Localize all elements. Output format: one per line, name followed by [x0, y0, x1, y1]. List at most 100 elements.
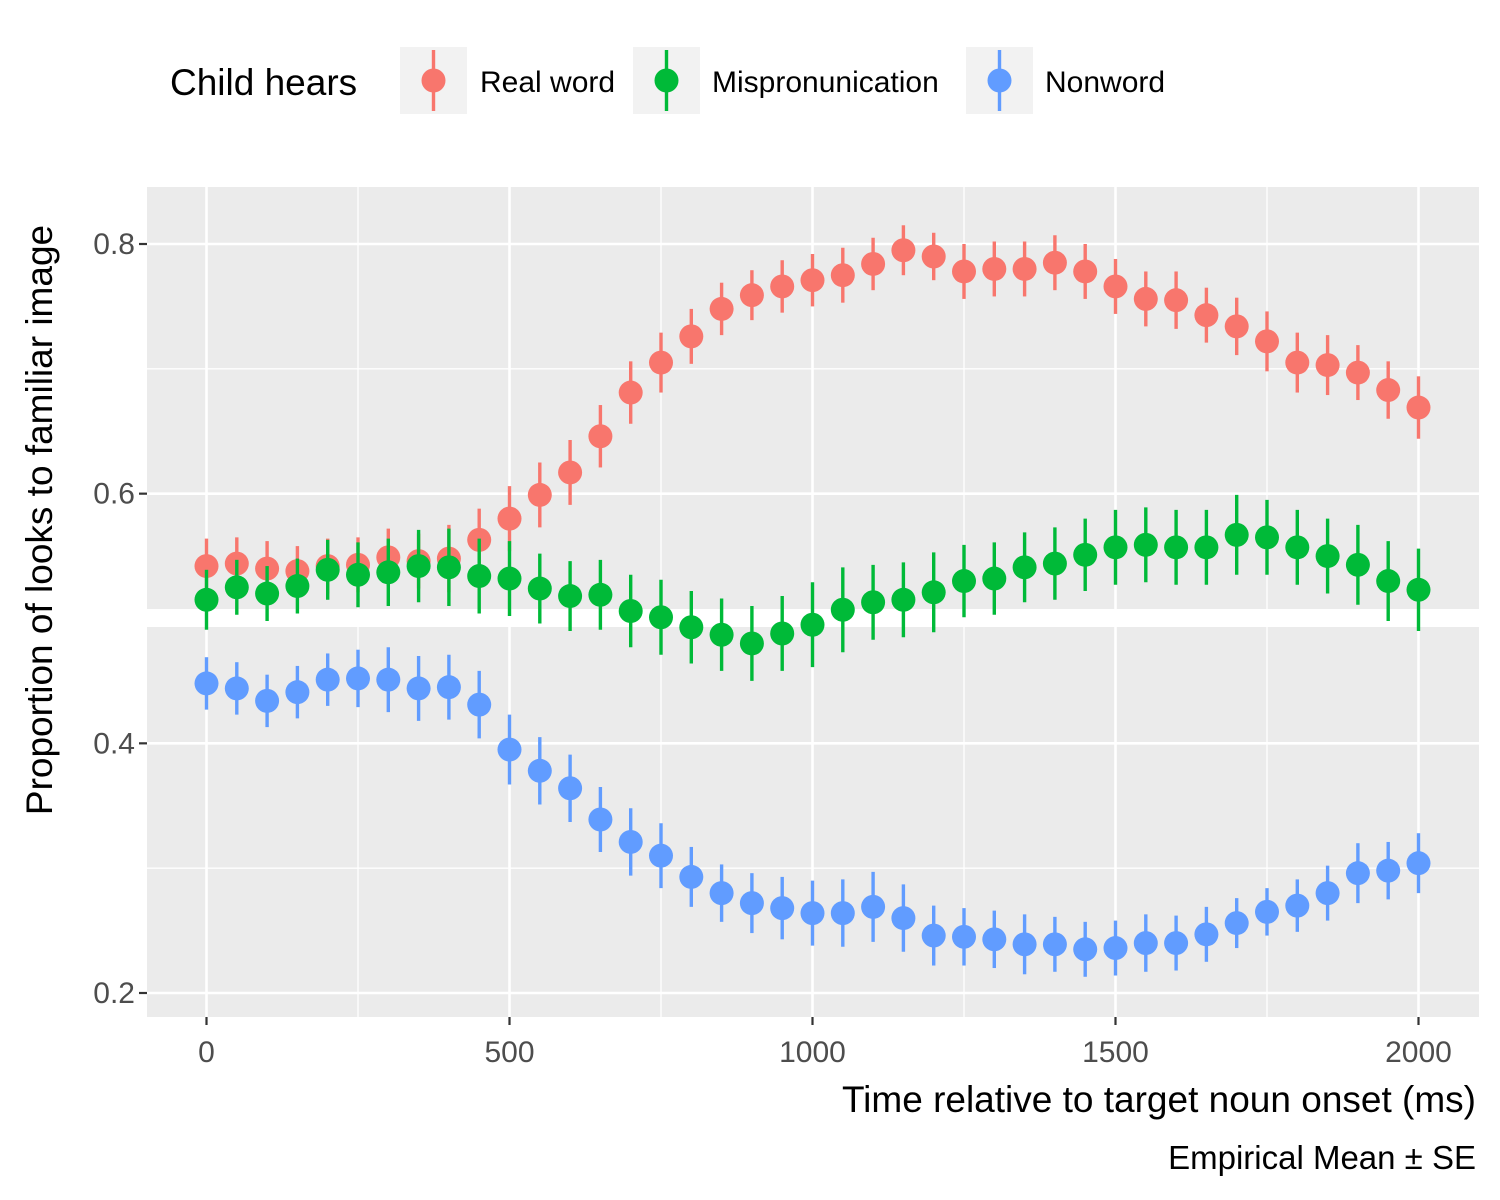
- data-point: [679, 615, 704, 640]
- legend-label: Mispronunication: [712, 66, 939, 99]
- data-point: [588, 424, 613, 449]
- data-point: [406, 676, 431, 701]
- data-point: [376, 667, 401, 692]
- data-point: [436, 555, 461, 580]
- data-point: [1042, 932, 1067, 957]
- data-point: [1315, 353, 1340, 378]
- data-point: [1042, 551, 1067, 576]
- data-point: [1194, 303, 1219, 328]
- series-nonword: [194, 647, 1431, 977]
- data-point: [497, 506, 522, 531]
- legend-title: Child hears: [170, 62, 357, 103]
- data-point: [891, 587, 916, 612]
- y-tick-label: 0.8: [93, 228, 135, 261]
- data-point: [285, 680, 310, 705]
- data-point: [739, 891, 764, 916]
- data-point: [588, 807, 613, 832]
- data-point: [982, 927, 1007, 952]
- data-point: [982, 566, 1007, 591]
- data-point: [1255, 525, 1279, 550]
- data-point: [649, 605, 673, 630]
- data-point: [649, 350, 673, 375]
- data-point: [800, 901, 825, 926]
- data-point: [1255, 899, 1279, 924]
- data-point: [1133, 286, 1158, 311]
- data-point: [618, 380, 643, 405]
- data-point: [921, 244, 946, 269]
- data-point: [770, 621, 795, 646]
- data-point: [194, 587, 219, 612]
- data-point: [739, 283, 764, 308]
- x-tick-label: 2000: [1385, 1036, 1452, 1069]
- data-point: [1103, 936, 1128, 961]
- x-tick-label: 1500: [1082, 1036, 1149, 1069]
- legend-label: Nonword: [1045, 66, 1165, 99]
- data-point: [1194, 922, 1219, 947]
- data-point: [497, 566, 522, 591]
- data-point: [285, 574, 310, 599]
- data-point: [497, 737, 522, 762]
- data-point: [952, 924, 976, 949]
- data-point: [1285, 893, 1310, 918]
- series-layer: [194, 225, 1431, 977]
- data-point: [1345, 861, 1370, 886]
- data-point: [770, 274, 795, 299]
- axis-layer: 0 500 1000 1500 2000 0.2 0.4 0.6 0.8: [93, 228, 1452, 1069]
- data-point: [891, 906, 916, 931]
- data-point: [1073, 542, 1098, 567]
- data-point: [1376, 858, 1401, 883]
- data-point: [1376, 378, 1401, 403]
- data-point: [1133, 532, 1158, 557]
- x-tick-label: 1000: [779, 1036, 846, 1069]
- data-point: [255, 688, 280, 713]
- data-point: [1315, 881, 1340, 906]
- data-point: [1164, 288, 1189, 313]
- data-point: [224, 676, 249, 701]
- data-point: [1012, 555, 1037, 580]
- data-point: [346, 562, 370, 587]
- y-tick-label: 0.4: [93, 727, 135, 760]
- data-point: [1012, 256, 1037, 281]
- legend: Child hears Real word Mispronunication Non…: [170, 47, 1165, 114]
- data-point: [1376, 569, 1401, 594]
- data-point: [679, 324, 704, 349]
- data-point: [1255, 329, 1279, 354]
- legend-key-point: [421, 68, 446, 93]
- data-point: [588, 582, 613, 607]
- data-point: [315, 557, 340, 582]
- data-point: [1042, 250, 1067, 275]
- data-point: [376, 560, 401, 585]
- data-point: [1073, 937, 1098, 962]
- data-point: [830, 597, 855, 622]
- y-tick-label: 0.2: [93, 977, 135, 1010]
- data-point: [527, 576, 552, 601]
- data-point: [618, 829, 643, 854]
- data-point: [709, 296, 734, 321]
- series-mispronunication: [194, 494, 1431, 681]
- y-axis-label: Proportion of looks to familiar image: [19, 225, 60, 815]
- data-point: [1194, 535, 1219, 560]
- data-point: [800, 268, 825, 293]
- data-point: [800, 612, 825, 637]
- data-point: [1406, 577, 1431, 602]
- data-point: [1345, 552, 1370, 577]
- data-point: [527, 758, 552, 783]
- legend-key-point: [654, 68, 679, 93]
- data-point: [467, 692, 492, 717]
- data-point: [1164, 931, 1189, 956]
- data-point: [346, 666, 370, 691]
- data-point: [558, 776, 583, 801]
- x-tick-label: 500: [484, 1036, 534, 1069]
- data-point: [952, 259, 976, 284]
- data-point: [1073, 259, 1098, 284]
- data-point: [224, 575, 249, 600]
- data-point: [1103, 274, 1128, 299]
- data-point: [709, 622, 734, 647]
- data-point: [255, 581, 280, 606]
- data-point: [558, 460, 583, 485]
- x-tick-label: 0: [198, 1036, 215, 1069]
- data-point: [618, 599, 643, 624]
- data-point: [1224, 314, 1249, 339]
- data-point: [770, 896, 795, 921]
- y-tick-label: 0.6: [93, 478, 135, 511]
